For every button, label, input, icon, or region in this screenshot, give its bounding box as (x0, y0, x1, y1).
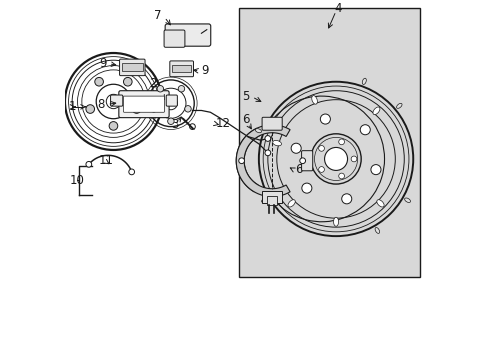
FancyBboxPatch shape (262, 190, 281, 203)
Circle shape (264, 136, 270, 141)
Ellipse shape (287, 200, 295, 207)
Text: 3: 3 (170, 118, 178, 131)
Circle shape (157, 86, 163, 92)
Text: 4: 4 (333, 2, 341, 15)
Ellipse shape (255, 129, 261, 133)
Ellipse shape (333, 217, 338, 226)
Ellipse shape (374, 228, 379, 233)
Circle shape (86, 161, 91, 167)
Text: 5: 5 (242, 90, 249, 103)
Circle shape (299, 158, 305, 163)
FancyBboxPatch shape (119, 91, 169, 118)
Circle shape (290, 143, 301, 153)
Circle shape (167, 118, 174, 125)
Text: 2: 2 (149, 77, 156, 90)
Text: 10: 10 (69, 174, 84, 187)
Polygon shape (236, 128, 260, 192)
Circle shape (178, 86, 184, 92)
FancyBboxPatch shape (110, 95, 122, 106)
Circle shape (318, 145, 324, 151)
Circle shape (123, 77, 132, 86)
FancyBboxPatch shape (169, 61, 193, 77)
Ellipse shape (396, 103, 401, 108)
Circle shape (370, 165, 380, 175)
Circle shape (164, 97, 177, 110)
Ellipse shape (261, 198, 267, 202)
Circle shape (95, 77, 103, 86)
Text: 1: 1 (68, 100, 76, 113)
Ellipse shape (272, 140, 281, 146)
Circle shape (128, 169, 134, 175)
Circle shape (320, 114, 330, 124)
Circle shape (318, 167, 324, 172)
Polygon shape (236, 125, 289, 197)
Circle shape (324, 148, 347, 170)
Circle shape (86, 105, 94, 113)
Ellipse shape (311, 96, 317, 104)
Bar (239, 8, 420, 278)
Circle shape (301, 183, 311, 193)
Text: 12: 12 (215, 117, 230, 130)
Text: 9: 9 (99, 57, 106, 70)
Text: 9: 9 (201, 64, 208, 77)
Circle shape (184, 105, 191, 112)
Circle shape (264, 150, 270, 156)
Circle shape (360, 125, 369, 135)
Text: 6: 6 (294, 163, 302, 176)
FancyBboxPatch shape (166, 95, 177, 106)
Text: 8: 8 (97, 98, 104, 111)
Circle shape (106, 94, 121, 109)
FancyBboxPatch shape (165, 24, 210, 46)
Ellipse shape (362, 78, 366, 85)
FancyBboxPatch shape (172, 64, 191, 72)
Text: 11: 11 (99, 154, 114, 167)
FancyBboxPatch shape (122, 63, 142, 71)
Circle shape (238, 158, 244, 163)
Circle shape (150, 105, 157, 112)
FancyBboxPatch shape (301, 151, 312, 171)
FancyBboxPatch shape (123, 96, 164, 112)
FancyBboxPatch shape (164, 30, 184, 47)
Circle shape (109, 122, 118, 130)
FancyBboxPatch shape (262, 117, 282, 130)
Ellipse shape (404, 198, 409, 202)
Text: 6: 6 (242, 113, 249, 126)
Circle shape (132, 105, 141, 113)
Circle shape (338, 173, 344, 179)
Text: 7: 7 (154, 9, 162, 22)
Circle shape (338, 139, 344, 145)
Circle shape (350, 156, 356, 162)
FancyBboxPatch shape (119, 59, 145, 76)
Ellipse shape (376, 200, 384, 207)
FancyBboxPatch shape (266, 196, 277, 205)
Ellipse shape (372, 107, 379, 114)
Circle shape (341, 194, 351, 204)
